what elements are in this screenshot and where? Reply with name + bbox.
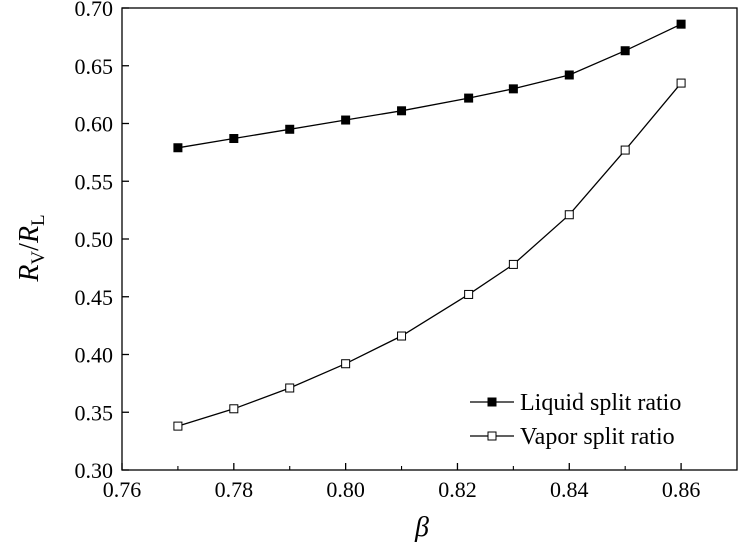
x-axis: 0.76 0.78 0.80 0.82 0.84 0.86 — [103, 463, 701, 502]
data-point — [285, 383, 295, 393]
y-tick-label: 0.60 — [75, 112, 114, 137]
x-tick-label: 0.84 — [550, 477, 589, 502]
y-tick-label: 0.35 — [75, 400, 114, 425]
data-point — [620, 46, 630, 56]
legend-label-liquid: Liquid split ratio — [520, 390, 681, 416]
legend-marker-liquid — [487, 397, 497, 407]
data-point — [341, 115, 351, 125]
y-axis: 0.30 0.35 0.40 0.45 0.50 0.55 0.60 0.65 0.70 — [75, 0, 129, 483]
x-tick-label: 0.86 — [662, 477, 701, 502]
x-tick-label: 0.76 — [103, 477, 142, 502]
data-point — [508, 84, 518, 94]
series-line — [177, 82, 682, 427]
y-label-slash: / — [14, 243, 45, 251]
x-tick-label: 0.82 — [438, 477, 477, 502]
legend-item-vapor: Vapor split ratio — [470, 424, 675, 450]
data-point — [464, 289, 474, 299]
y-label-r1: R — [14, 265, 45, 283]
data-point — [173, 421, 183, 431]
y-tick-label: 0.40 — [75, 343, 114, 368]
legend: Liquid split ratio Vapor split ratio — [470, 390, 681, 450]
data-point — [229, 404, 239, 414]
y-tick-label: 0.45 — [75, 285, 114, 310]
data-point — [564, 210, 574, 220]
legend-item-liquid: Liquid split ratio — [470, 390, 681, 416]
y-axis-label: RV/RL — [14, 214, 49, 282]
y-tick-label: 0.55 — [75, 169, 114, 194]
data-point — [173, 143, 183, 153]
data-point — [564, 70, 574, 80]
x-tick-label: 0.80 — [326, 477, 365, 502]
data-point — [341, 359, 351, 369]
data-point — [229, 134, 239, 144]
x-tick-label: 0.78 — [215, 477, 254, 502]
y-label-r2: R — [14, 226, 45, 244]
x-axis-label: β — [414, 512, 429, 543]
y-label-sub-l: L — [28, 214, 49, 226]
series-vapor — [173, 78, 686, 431]
data-point — [508, 259, 518, 269]
data-point — [620, 145, 630, 155]
series-layer — [173, 19, 686, 431]
y-tick-label: 0.50 — [75, 227, 114, 252]
y-label-sub-v: V — [28, 251, 49, 265]
series-line — [177, 23, 682, 149]
series-liquid — [173, 19, 686, 153]
data-point — [464, 93, 474, 103]
legend-label-vapor: Vapor split ratio — [520, 424, 675, 450]
y-tick-label: 0.30 — [75, 458, 114, 483]
y-tick-label: 0.65 — [75, 54, 114, 79]
data-point — [397, 331, 407, 341]
legend-marker-vapor — [487, 431, 497, 441]
y-tick-label: 0.70 — [75, 0, 114, 21]
data-point — [285, 124, 295, 134]
data-point — [397, 106, 407, 116]
data-point — [676, 19, 686, 29]
data-point — [676, 78, 686, 88]
